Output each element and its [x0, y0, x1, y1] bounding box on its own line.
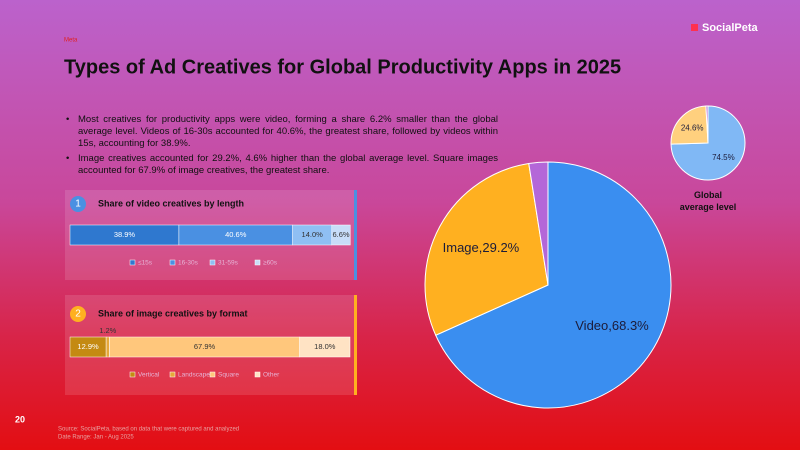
legend-swatch: [209, 371, 216, 378]
legend-swatch: [254, 371, 261, 378]
legend-label: 16-30s: [178, 260, 199, 267]
logo-icon: [691, 24, 698, 31]
data-label: Image,29.2%: [443, 240, 520, 255]
data-label: 1.2%: [99, 326, 116, 335]
title: Types of Ad Creatives for Global Product…: [64, 56, 621, 78]
pie-slice: [670, 105, 746, 181]
legend-swatch: [169, 259, 176, 266]
panel-title: Share of video creatives by length: [98, 198, 244, 208]
legend-label: Other: [263, 372, 280, 379]
legend-swatch: [169, 371, 176, 378]
data-label: 12.9%: [77, 342, 99, 351]
data-label: 67.9%: [194, 342, 216, 351]
bar-segment: [299, 336, 351, 358]
logo: SocialPeta: [702, 22, 759, 34]
pie-slice: [435, 161, 672, 409]
data-label: 74.5%: [712, 153, 735, 162]
data-label: Video,68.3%: [575, 318, 649, 333]
data-label: 40.6%: [225, 230, 247, 239]
source: Source: SocialPeta, based on data that w…: [58, 427, 239, 433]
legend-label: Landscape: [178, 372, 210, 379]
pie-title: Global average level: [680, 190, 737, 212]
bar-segment: [331, 224, 351, 246]
data-label: 38.9%: [114, 230, 136, 239]
data-label: 14.0%: [302, 230, 324, 239]
legend-swatch: [129, 259, 136, 266]
data-label: 6.6%: [332, 230, 349, 239]
legend-label: Vertical: [138, 372, 160, 379]
pie-slice: [670, 105, 709, 145]
pie-slice: [528, 161, 549, 286]
panel-title: Share of image creatives by format: [98, 308, 248, 318]
panel-accent: [354, 295, 357, 395]
bar-segment: [105, 336, 110, 358]
panel-accent: [354, 190, 357, 280]
page-number: 20: [15, 414, 25, 424]
pie-slice: [705, 105, 709, 144]
badge-number: 1: [75, 199, 81, 210]
legend-label: ≥60s: [263, 260, 278, 267]
legend-label: 31-59s: [218, 260, 239, 267]
legend-swatch: [129, 371, 136, 378]
pie-slice: [424, 162, 549, 336]
bullet: Most creatives for productivity apps wer…: [66, 114, 498, 150]
badge: [70, 306, 86, 322]
data-label: 24.6%: [681, 124, 704, 133]
legend-label: Square: [218, 372, 239, 379]
badge: [70, 196, 86, 212]
legend-swatch: [254, 259, 261, 266]
legend-label: ≤15s: [138, 260, 153, 267]
badge-number: 2: [75, 309, 81, 320]
date-range: Date Range: Jan - Aug 2025: [58, 435, 134, 441]
data-label: 18.0%: [314, 342, 336, 351]
legend-swatch: [209, 259, 216, 266]
bullet: Image creatives accounted for 29.2%, 4.6…: [66, 153, 498, 177]
tag: Meta: [64, 38, 78, 44]
